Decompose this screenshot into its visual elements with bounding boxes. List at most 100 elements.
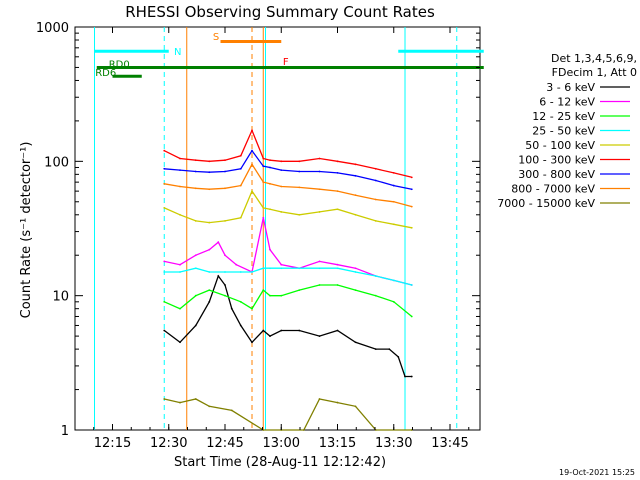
- series-0-point-20: [410, 375, 413, 378]
- series-5-point-16: [410, 176, 413, 179]
- series-5-point-13: [354, 163, 357, 166]
- series-2-point-5: [239, 300, 242, 303]
- series-8-point-0: [163, 398, 166, 400]
- series-2-point-3: [208, 289, 211, 292]
- legend-label-2: 12 - 25 keV: [532, 110, 595, 123]
- series-3-point-8: [269, 267, 271, 270]
- series-0-point-9: [262, 329, 265, 332]
- series-7-point-15: [392, 200, 395, 203]
- series-1-point-6: [235, 263, 238, 266]
- series-1-point-9: [269, 248, 271, 251]
- series-4-point-0: [163, 207, 166, 209]
- series-3-point-3: [208, 271, 211, 273]
- annotation-s: S: [213, 32, 219, 43]
- series-4-point-8: [269, 208, 271, 211]
- legend-header-0: Det 1,3,4,5,6,9,: [551, 52, 637, 65]
- series-2-point-7: [262, 289, 265, 292]
- series-4-point-14: [374, 220, 377, 222]
- series-0-point-0: [163, 329, 166, 332]
- series-2-point-1: [179, 307, 181, 310]
- series-4-point-13: [354, 213, 357, 216]
- series-2-point-4: [224, 294, 226, 297]
- series-line-2: [164, 284, 413, 318]
- series-6-point-4: [224, 170, 226, 173]
- y-axis-label: Count Rate (s⁻¹ detector⁻¹): [19, 142, 34, 319]
- series-0-point-14: [336, 329, 339, 332]
- series-0-point-17: [388, 348, 391, 351]
- series-6-point-15: [392, 184, 395, 187]
- legend-label-0: 3 - 6 keV: [546, 81, 595, 94]
- series-2-point-10: [298, 289, 301, 292]
- series-8-point-10: [354, 405, 357, 408]
- series-7-point-9: [280, 185, 283, 188]
- y-tick-label-1: 10: [52, 290, 69, 305]
- series-1-point-14: [354, 267, 357, 270]
- series-7-point-11: [318, 188, 321, 191]
- series-2-point-14: [374, 294, 377, 297]
- series-5-point-7: [262, 157, 265, 160]
- legend: Det 1,3,4,5,6,9,FDecim 1, Att 0 3 - 6 keV…: [497, 52, 637, 210]
- series-4-point-2: [194, 220, 197, 222]
- series-2-point-13: [354, 289, 357, 292]
- legend-label-5: 100 - 300 keV: [518, 154, 595, 167]
- series-4-point-5: [239, 216, 242, 219]
- series-4-point-11: [318, 211, 321, 213]
- series-6-point-6: [251, 149, 253, 152]
- series-7-point-6: [251, 163, 253, 166]
- series-2-point-8: [269, 294, 271, 297]
- series-0-point-12: [298, 329, 301, 332]
- annotation-n: N: [174, 47, 181, 58]
- series-2-point-15: [392, 300, 395, 303]
- series-0-point-5: [224, 284, 226, 286]
- series-5-point-10: [298, 160, 301, 163]
- series-line-4: [164, 189, 412, 229]
- series-6-point-2: [194, 170, 197, 173]
- series-4-point-3: [208, 221, 211, 224]
- series-0-point-1: [179, 341, 181, 344]
- legend-label-6: 300 - 800 keV: [518, 168, 595, 181]
- series-0-point-4: [217, 275, 220, 277]
- series-0-point-15: [354, 341, 357, 344]
- series-line-0: [163, 274, 412, 378]
- series-4-point-16: [410, 226, 413, 229]
- series-7-point-7: [262, 181, 265, 184]
- series-4-point-6: [251, 190, 253, 193]
- series-line-6: [164, 149, 412, 190]
- series-7-point-2: [194, 187, 197, 190]
- chart-title: RHESSI Observing Summary Count Rates: [125, 3, 435, 21]
- series-7-point-13: [354, 194, 357, 197]
- series-4-point-1: [179, 213, 181, 216]
- series-6-point-8: [269, 166, 271, 169]
- series-7-point-0: [163, 182, 166, 185]
- series-6-point-10: [298, 170, 301, 173]
- legend-label-3: 25 - 50 keV: [532, 125, 595, 138]
- series-4-point-12: [336, 208, 339, 211]
- series-7-point-12: [336, 190, 339, 193]
- annotation-rd0: RD0: [109, 59, 130, 70]
- series-0-point-8: [251, 341, 253, 344]
- series-0-point-6: [230, 307, 233, 310]
- series-6-point-12: [336, 172, 339, 174]
- series-7-point-16: [410, 205, 413, 208]
- series-5-point-5: [239, 154, 242, 157]
- axes: 12:15 12:30 12:45 13:00 13:15 13:30 13:45 1 10 10…: [36, 21, 480, 451]
- series-0-point-13: [318, 335, 321, 338]
- series-8-point-9: [336, 401, 339, 404]
- series-8-point-1: [179, 401, 181, 404]
- y-tick-label-2: 100: [44, 155, 69, 170]
- series-7-point-10: [298, 186, 301, 189]
- timestamp: 19-Oct-2021 15:25: [559, 468, 635, 477]
- series-2-point-2: [194, 294, 197, 297]
- series-0-point-16: [374, 348, 377, 351]
- legend-header-1: FDecim 1, Att 0: [552, 66, 637, 79]
- series-5-point-14: [374, 167, 377, 170]
- series-3-point-7: [262, 267, 265, 270]
- series-5-point-3: [208, 160, 211, 163]
- series-0-point-19: [404, 375, 406, 378]
- series-3-point-10: [298, 267, 301, 270]
- series-6-point-11: [318, 170, 321, 173]
- series-5-point-1: [179, 157, 181, 160]
- series-0-point-3: [208, 300, 211, 303]
